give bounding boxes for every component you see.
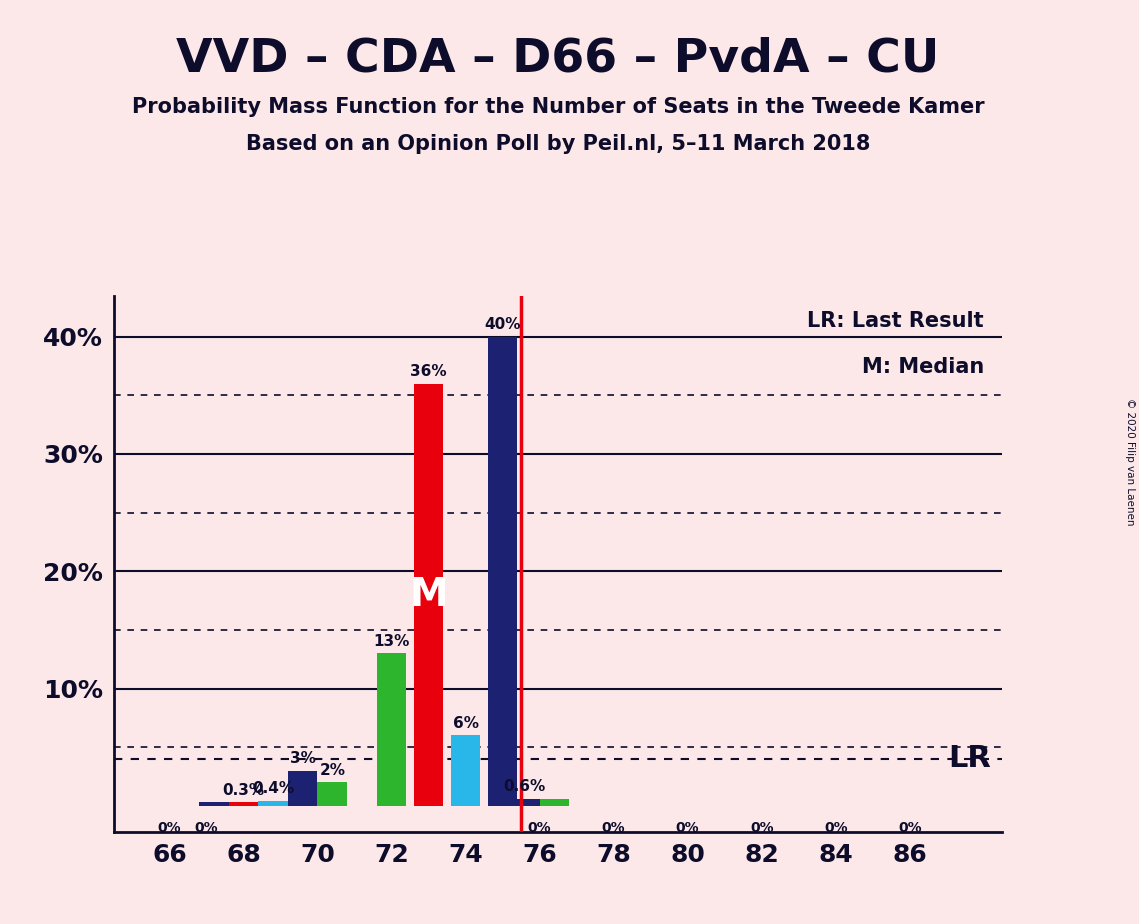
Bar: [229, 802, 259, 806]
Text: Based on an Opinion Poll by Peil.nl, 5–11 March 2018: Based on an Opinion Poll by Peil.nl, 5–1…: [246, 134, 870, 154]
Text: VVD – CDA – D66 – PvdA – CU: VVD – CDA – D66 – PvdA – CU: [177, 37, 940, 82]
Text: LR: LR: [949, 745, 991, 773]
Text: LR: Last Result: LR: Last Result: [808, 311, 984, 331]
Text: 0%: 0%: [527, 821, 551, 835]
Text: M: M: [409, 576, 448, 614]
Bar: [259, 801, 288, 806]
Bar: [540, 798, 570, 806]
Text: 0%: 0%: [157, 821, 181, 835]
Text: 2%: 2%: [319, 762, 345, 778]
Text: Probability Mass Function for the Number of Seats in the Tweede Kamer: Probability Mass Function for the Number…: [132, 97, 984, 117]
Text: 40%: 40%: [484, 317, 521, 332]
Text: 0%: 0%: [898, 821, 921, 835]
Text: 36%: 36%: [410, 364, 446, 379]
Text: 0.6%: 0.6%: [503, 779, 546, 794]
Text: 3%: 3%: [289, 751, 316, 766]
Text: 13%: 13%: [374, 634, 410, 649]
Bar: [318, 783, 347, 806]
Text: 6%: 6%: [452, 716, 478, 731]
Text: 0%: 0%: [749, 821, 773, 835]
Bar: [377, 653, 407, 806]
Text: 0%: 0%: [823, 821, 847, 835]
Text: 0%: 0%: [601, 821, 625, 835]
Text: © 2020 Filip van Laenen: © 2020 Filip van Laenen: [1125, 398, 1134, 526]
Text: 0.4%: 0.4%: [252, 782, 294, 796]
Text: 0.3%: 0.3%: [222, 783, 264, 797]
Bar: [199, 802, 229, 806]
Bar: [487, 336, 517, 806]
Text: 0%: 0%: [195, 821, 219, 835]
Bar: [510, 798, 540, 806]
Text: M: Median: M: Median: [861, 357, 984, 377]
Bar: [413, 383, 443, 806]
Bar: [288, 771, 318, 806]
Text: 0%: 0%: [675, 821, 699, 835]
Bar: [451, 736, 481, 806]
